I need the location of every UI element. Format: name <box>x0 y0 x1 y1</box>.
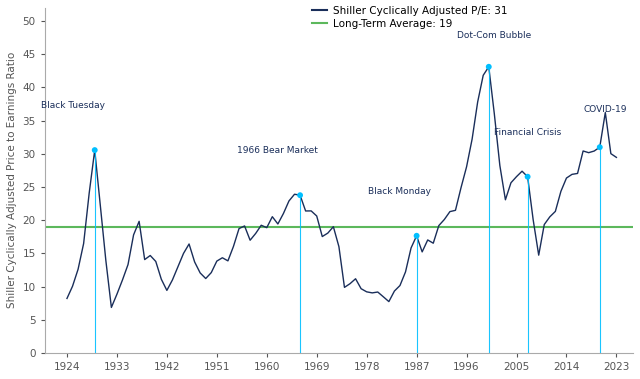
Point <box>90 147 100 153</box>
Legend: Shiller Cyclically Adjusted P/E: 31, Long-Term Average: 19: Shiller Cyclically Adjusted P/E: 31, Lon… <box>312 6 507 29</box>
Point <box>595 144 605 150</box>
Text: Dot-Com Bubble: Dot-Com Bubble <box>457 31 531 40</box>
Text: Financial Crisis: Financial Crisis <box>494 128 561 137</box>
Point <box>412 233 422 239</box>
Text: COVID-19: COVID-19 <box>584 105 627 114</box>
Point <box>484 64 494 70</box>
Y-axis label: Shiller Cyclically Adjusted Price to Earnings Ratio: Shiller Cyclically Adjusted Price to Ear… <box>7 52 17 309</box>
Point <box>295 192 305 198</box>
Text: Black Tuesday: Black Tuesday <box>40 101 104 110</box>
Point <box>522 174 532 180</box>
Text: Black Monday: Black Monday <box>369 187 431 196</box>
Text: 1966 Bear Market: 1966 Bear Market <box>237 146 318 155</box>
